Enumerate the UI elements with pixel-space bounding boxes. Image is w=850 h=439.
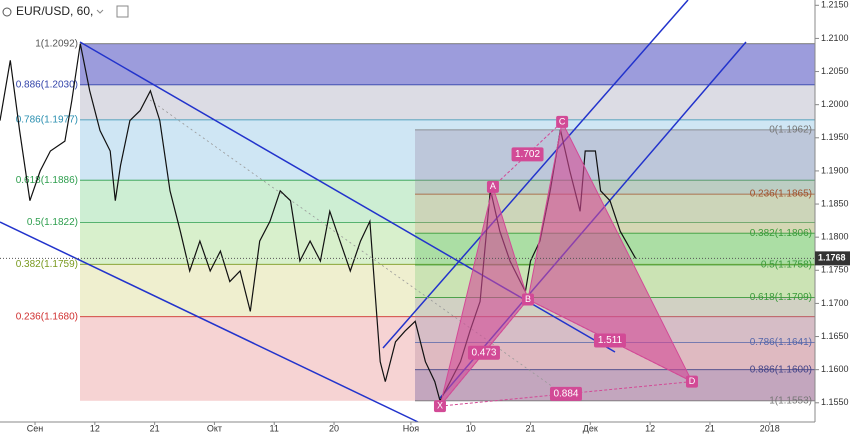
last-price-label: 1.1768	[818, 253, 846, 263]
pattern-point	[556, 115, 569, 128]
x-tick-label: Ноя	[403, 423, 420, 433]
fib-band	[80, 84, 815, 120]
fib-label: 1(1.2092)	[35, 38, 78, 49]
y-tick-label: 1.2100	[821, 33, 849, 43]
x-tick-label: Сен	[27, 423, 44, 433]
x-tick-label: 11	[270, 423, 279, 433]
fib-band	[415, 369, 815, 401]
price-axis-bg	[815, 0, 850, 434]
price-line	[0, 43, 637, 403]
trend-line	[149, 99, 561, 393]
ratio-box	[593, 333, 626, 348]
fib-label: 0.618(1.1886)	[16, 175, 78, 186]
settings-icon[interactable]	[116, 5, 129, 18]
pattern-point-label: C	[559, 116, 566, 126]
channel-line	[0, 221, 419, 423]
axes: 1.2150 1.2100 1.2050 1.2000 1.1950 1.1900 1.18…	[27, 0, 850, 433]
y-tick-label: 1.1650	[821, 331, 849, 341]
y-tick-label: 1.2000	[821, 99, 849, 109]
fib-band	[415, 129, 815, 195]
fib-label: 0.786(1.1641)	[750, 337, 812, 348]
fib-label: 0.5(1.1758)	[761, 260, 812, 271]
y-tick-label: 1.2050	[821, 66, 849, 76]
pattern-point-label: X	[437, 400, 443, 410]
last-price-box	[815, 251, 850, 266]
fib-band	[80, 264, 815, 317]
symbol-icon	[2, 7, 12, 17]
fib-label: 1(1.1553)	[769, 395, 812, 406]
fib-label: 0.618(1.1709)	[750, 292, 812, 303]
dropdown-icon[interactable]	[96, 9, 104, 14]
fib-label: 0.382(1.1806)	[750, 228, 812, 239]
fib-band	[80, 180, 815, 223]
y-tick-label: 1.2150	[821, 0, 849, 10]
channel-line	[382, 0, 689, 349]
ratio-box	[511, 147, 544, 162]
fib-label: 0.236(1.1865)	[750, 189, 812, 200]
ratio-label: 0.884	[553, 388, 578, 399]
x-tick-label: 10	[466, 423, 476, 433]
fib-label: 0(1.1962)	[769, 124, 812, 135]
fib-label: 0.786(1.1977)	[16, 115, 78, 126]
x-tick-label: 21	[705, 423, 715, 433]
ratio-label: 1.511	[598, 335, 623, 346]
y-tick-label: 1.1850	[821, 198, 849, 208]
fib-band	[80, 222, 815, 265]
fib-label: 0.5(1.1822)	[27, 217, 78, 228]
x-tick-label: Окт	[207, 423, 222, 433]
fib-label: 0.382(1.1759)	[16, 259, 78, 270]
fib-bands: 1(1.2092) 0.886(1.2030) 0.786(1.1977) 0.618…	[16, 38, 815, 406]
pattern-point-label: D	[689, 376, 696, 386]
fib-label: 0.886(1.1600)	[750, 364, 812, 375]
x-tick-label: 20	[329, 423, 339, 433]
ratio-label: 1.702	[515, 149, 540, 160]
x-tick-label: 2018	[760, 423, 780, 433]
x-tick-label: 21	[150, 423, 160, 433]
fib-label: 0.236(1.1680)	[16, 311, 78, 322]
pattern-point	[433, 400, 446, 413]
x-tick-label: 12	[645, 423, 655, 433]
y-tick-label: 1.1550	[821, 397, 849, 407]
fib-band	[80, 43, 815, 85]
pattern-point	[486, 180, 499, 193]
header: EUR/USD, 60,	[2, 4, 129, 18]
ratio-line	[439, 299, 529, 407]
y-tick-label: 1.1700	[821, 298, 849, 308]
y-tick-label: 1.1900	[821, 165, 849, 175]
y-tick-label: 1.1750	[821, 265, 849, 275]
fib-label: 0.886(1.2030)	[16, 79, 78, 90]
x-tick-label: Дек	[583, 423, 598, 433]
ratio-box	[549, 386, 582, 401]
y-tick-label: 1.1950	[821, 132, 849, 142]
plot: 1.702 0.473 1.511 0.884 X A B C D	[0, 43, 815, 413]
pattern-point-label: B	[525, 294, 531, 304]
ratio-label: 0.473	[471, 347, 496, 358]
x-tick-label: 12	[90, 423, 100, 433]
x-tick-label: 21	[526, 423, 536, 433]
y-tick-label: 1.1600	[821, 364, 849, 374]
symbol: EUR/USD, 60,	[16, 4, 93, 18]
pattern-point	[521, 293, 534, 306]
pattern-point	[685, 375, 698, 388]
time-axis-bg	[0, 422, 850, 434]
y-tick-label: 1.1800	[821, 232, 849, 242]
pattern-point-label: A	[490, 181, 496, 191]
ratio-box	[467, 345, 500, 360]
